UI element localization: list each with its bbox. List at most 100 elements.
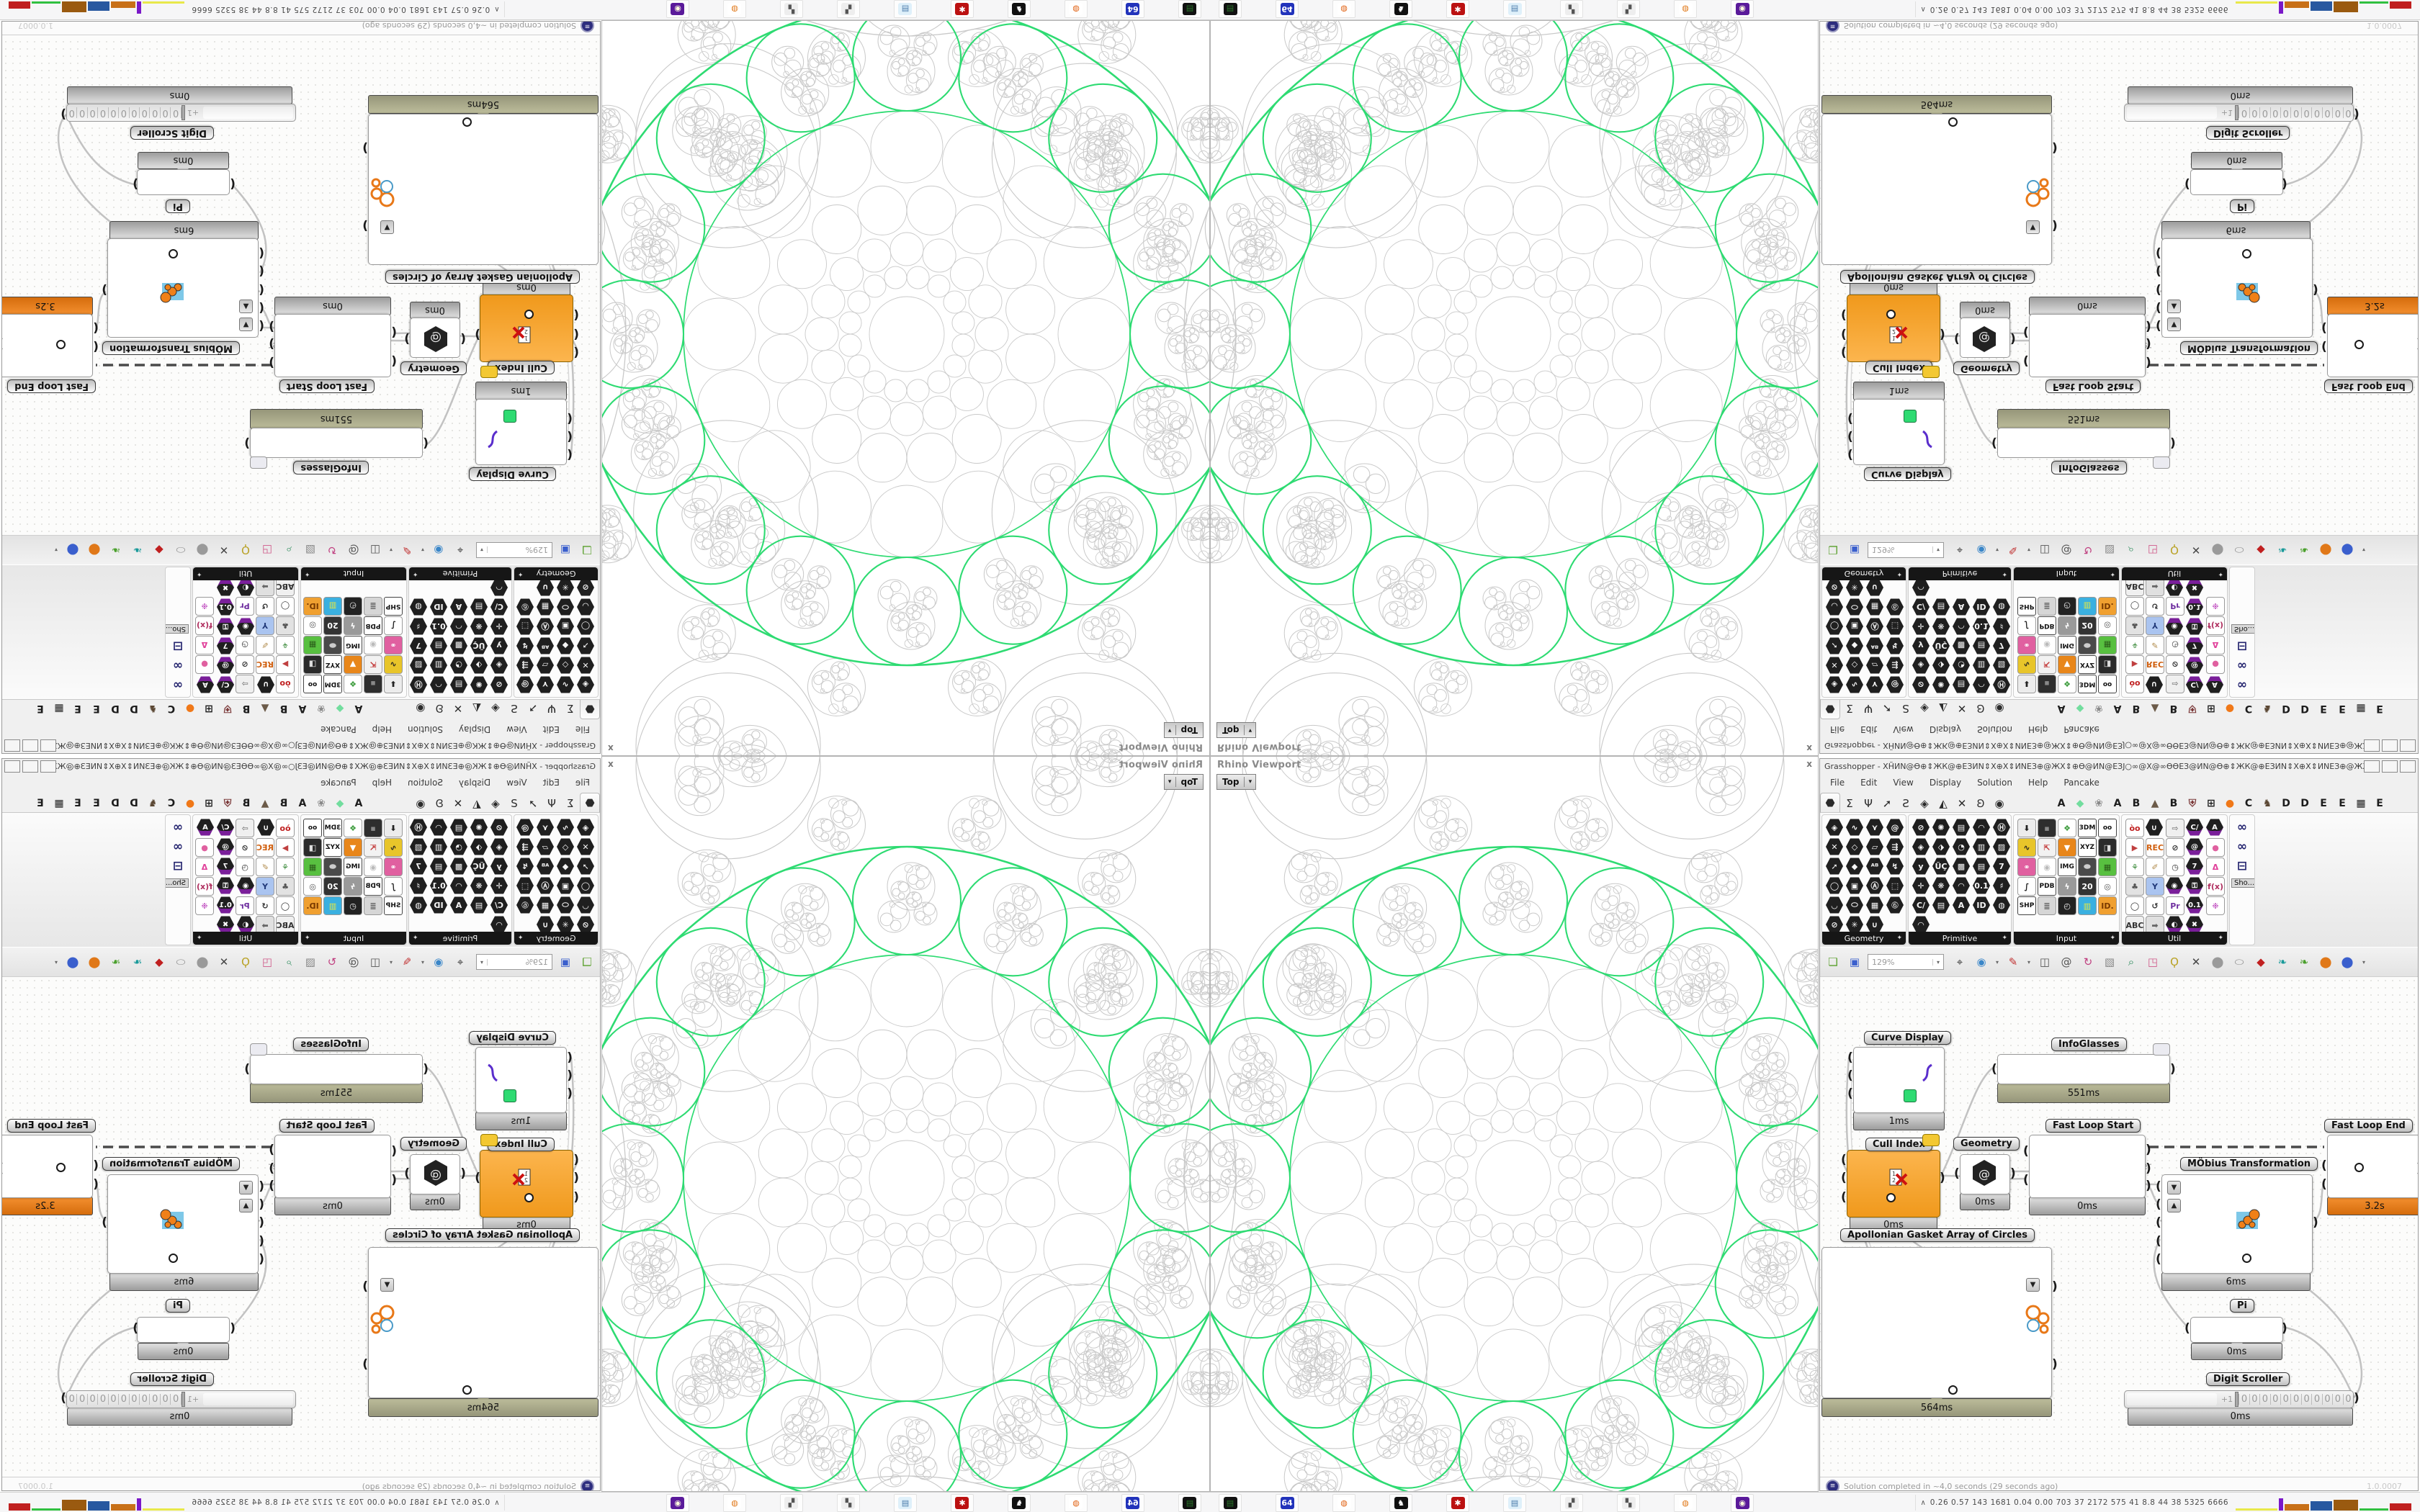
input-port[interactable]: (: [1820, 168, 1821, 182]
plugin-tab-17[interactable]: E: [2370, 700, 2389, 717]
input-port[interactable]: (: [2321, 1177, 2327, 1192]
ribbon-component-icon[interactable]: ⬭: [557, 598, 574, 616]
ribbon-component-icon[interactable]: ▥: [1973, 838, 1990, 855]
ribbon-component-icon[interactable]: C/: [490, 598, 508, 616]
ribbon-component-icon[interactable]: ⬗: [1932, 657, 1950, 674]
ball-blue-icon[interactable]: ⬤: [2339, 953, 2356, 971]
fast-loop-end-component[interactable]: [2327, 1135, 2418, 1198]
menu-item-edit[interactable]: Edit: [1860, 778, 1877, 788]
map-icon[interactable]: ▧: [302, 541, 319, 559]
pi-label[interactable]: Pi: [2230, 199, 2254, 213]
ribbon-component-icon[interactable]: ∫: [2017, 877, 2036, 896]
infoglasses-label[interactable]: InfoGlasses: [2051, 1038, 2127, 1051]
input-port[interactable]: (: [567, 1068, 573, 1083]
exit-icon[interactable]: ◫: [367, 953, 384, 971]
input-port[interactable]: (: [1820, 186, 1821, 200]
ribbon-component-icon[interactable]: ⇶: [1886, 657, 1904, 674]
curve-display-label[interactable]: Curve Display: [1864, 467, 1951, 481]
input-port[interactable]: (: [259, 1234, 264, 1248]
ribbon-component-icon[interactable]: ✳: [1846, 916, 1863, 933]
curve-display-label[interactable]: Curve Display: [1864, 1031, 1951, 1045]
ribbon-component-icon[interactable]: ⇨: [236, 675, 254, 693]
ribbon-component-icon[interactable]: ◠: [1912, 579, 1930, 596]
ribbon-component-icon[interactable]: A: [1953, 598, 1970, 616]
output-port[interactable]: ): [2282, 1321, 2287, 1336]
ribbon-component-icon[interactable]: ⋎: [537, 676, 554, 693]
digit-cell-5[interactable]: 0: [2290, 107, 2300, 118]
plugin-tab-10[interactable]: C: [2239, 700, 2258, 717]
gh-canvas[interactable]: Curve DisplayCurvesThickness2.0Color(((1…: [1820, 35, 2418, 535]
ball-blue-icon[interactable]: ⬤: [64, 541, 81, 559]
ribbon-component-icon[interactable]: ≣: [364, 597, 382, 616]
ribbon-component-icon[interactable]: òo: [276, 819, 295, 837]
yellow-note-icon[interactable]: [1922, 1134, 1940, 1146]
plugin-tab-16[interactable]: ▦: [50, 795, 68, 812]
menu-item-pancake[interactable]: Pancake: [2063, 778, 2099, 788]
minimize-button[interactable]: [40, 760, 56, 773]
ribbon-component-icon[interactable]: ▦: [537, 598, 554, 616]
tab-icon-0[interactable]: ⬣: [580, 700, 600, 719]
input-port[interactable]: (: [1841, 327, 1847, 341]
ribbon-component-icon[interactable]: ID.: [303, 597, 322, 616]
ribbon-component-icon[interactable]: A: [2206, 676, 2223, 693]
taskbar-wolf-icon[interactable]: ♞: [1008, 0, 1031, 18]
plugin-tab-13[interactable]: D: [106, 795, 125, 812]
gh-titlebar[interactable]: Grasshopper - ХН̃ИN@Ѳ⊕⇕ЖК@⊕ЕЗИN⇕Х⊕Х⇕ИNЕЗ…: [1820, 759, 2418, 773]
output-port[interactable]: ): [362, 1279, 368, 1294]
ribbon-component-icon[interactable]: ◡: [1826, 598, 1843, 616]
help-box-icon[interactable]: ◳: [2144, 541, 2161, 559]
ribbon-component-icon[interactable]: ◔: [450, 657, 467, 674]
ribbon-component-icon[interactable]: ⬇: [384, 675, 403, 693]
tab-icon-5[interactable]: ◈: [486, 700, 505, 717]
output-port[interactable]: ): [2052, 1357, 2058, 1372]
ribbon-component-icon[interactable]: ✖: [217, 579, 234, 596]
ribbon-component-icon[interactable]: ◠: [450, 877, 467, 894]
ribbon-component-icon[interactable]: ➅: [516, 598, 534, 616]
ribbon-component-icon[interactable]: ∪: [2146, 676, 2163, 693]
input-port[interactable]: (: [2156, 318, 2161, 333]
input-port[interactable]: (: [1847, 411, 1853, 426]
ribbon-component-icon[interactable]: ∿: [1846, 676, 1863, 693]
tab-icon-3[interactable]: ➚: [1878, 795, 1896, 812]
close-button[interactable]: [2400, 740, 2416, 752]
ribbon-component-icon[interactable]: Δ: [2206, 858, 2225, 876]
taskbar-firefox-icon[interactable]: ◍: [1065, 0, 1088, 18]
ribbon-component-icon[interactable]: ⇨: [2166, 819, 2184, 837]
ribbon-component-icon[interactable]: ⊟: [2233, 858, 2251, 875]
input-port[interactable]: (: [599, 1330, 600, 1344]
ribbon-component-icon[interactable]: ÜÇ: [470, 858, 488, 875]
circles-collapse-button[interactable]: ▼: [2026, 220, 2040, 234]
ribbon-component-icon[interactable]: REC: [256, 838, 274, 857]
ribbon-component-icon[interactable]: ◷: [2166, 858, 2184, 876]
ribbon-component-icon[interactable]: ∿: [2017, 655, 2036, 674]
pi-component[interactable]: [2190, 1317, 2283, 1343]
tab-icon-2[interactable]: Ψ: [542, 700, 561, 717]
ribbon-component-icon[interactable]: ID.: [303, 896, 322, 915]
digit-cell-0[interactable]: 0: [171, 1394, 181, 1405]
fast-loop-start-label[interactable]: Fast Loop Start: [279, 1119, 375, 1133]
fast-loop-start-component[interactable]: [274, 314, 391, 377]
plugin-tab-3[interactable]: A: [2108, 795, 2127, 812]
ribbon-component-icon[interactable]: ⚿: [2186, 877, 2203, 894]
ribbon-component-icon[interactable]: ◈: [1826, 819, 1843, 836]
plugin-tab-6[interactable]: B: [2164, 700, 2183, 717]
infoglasses-component[interactable]: [1997, 1054, 2170, 1084]
input-port[interactable]: (: [1841, 1171, 1847, 1185]
fixsphere-toggle[interactable]: [169, 1254, 178, 1263]
ribbon-component-icon[interactable]: ◠: [430, 819, 447, 836]
ribbon-component-icon[interactable]: ♣: [276, 877, 295, 896]
ribbon-component-icon[interactable]: ∪: [257, 819, 274, 836]
ribbon-component-icon[interactable]: ▩: [1953, 637, 1970, 654]
ribbon-component-icon[interactable]: ◠: [430, 676, 447, 693]
ribbon-component-icon[interactable]: ♯: [1993, 618, 2010, 635]
new-file-icon[interactable]: ❏: [578, 953, 596, 971]
digit-cell-3[interactable]: 0: [140, 107, 150, 118]
menu-item-pancake[interactable]: Pancake: [2063, 724, 2099, 734]
input-port[interactable]: (: [423, 436, 429, 450]
ribbon-group-label-primitive[interactable]: Primitive ✦: [1909, 567, 2011, 580]
circles-collapse-button[interactable]: ▼: [380, 1278, 394, 1292]
taskbar-wolf-icon[interactable]: ♞: [1389, 0, 1412, 18]
ribbon-component-icon[interactable]: ◨: [2098, 655, 2117, 674]
input-port[interactable]: (: [1847, 1050, 1853, 1065]
input-port[interactable]: (: [2156, 300, 2161, 315]
